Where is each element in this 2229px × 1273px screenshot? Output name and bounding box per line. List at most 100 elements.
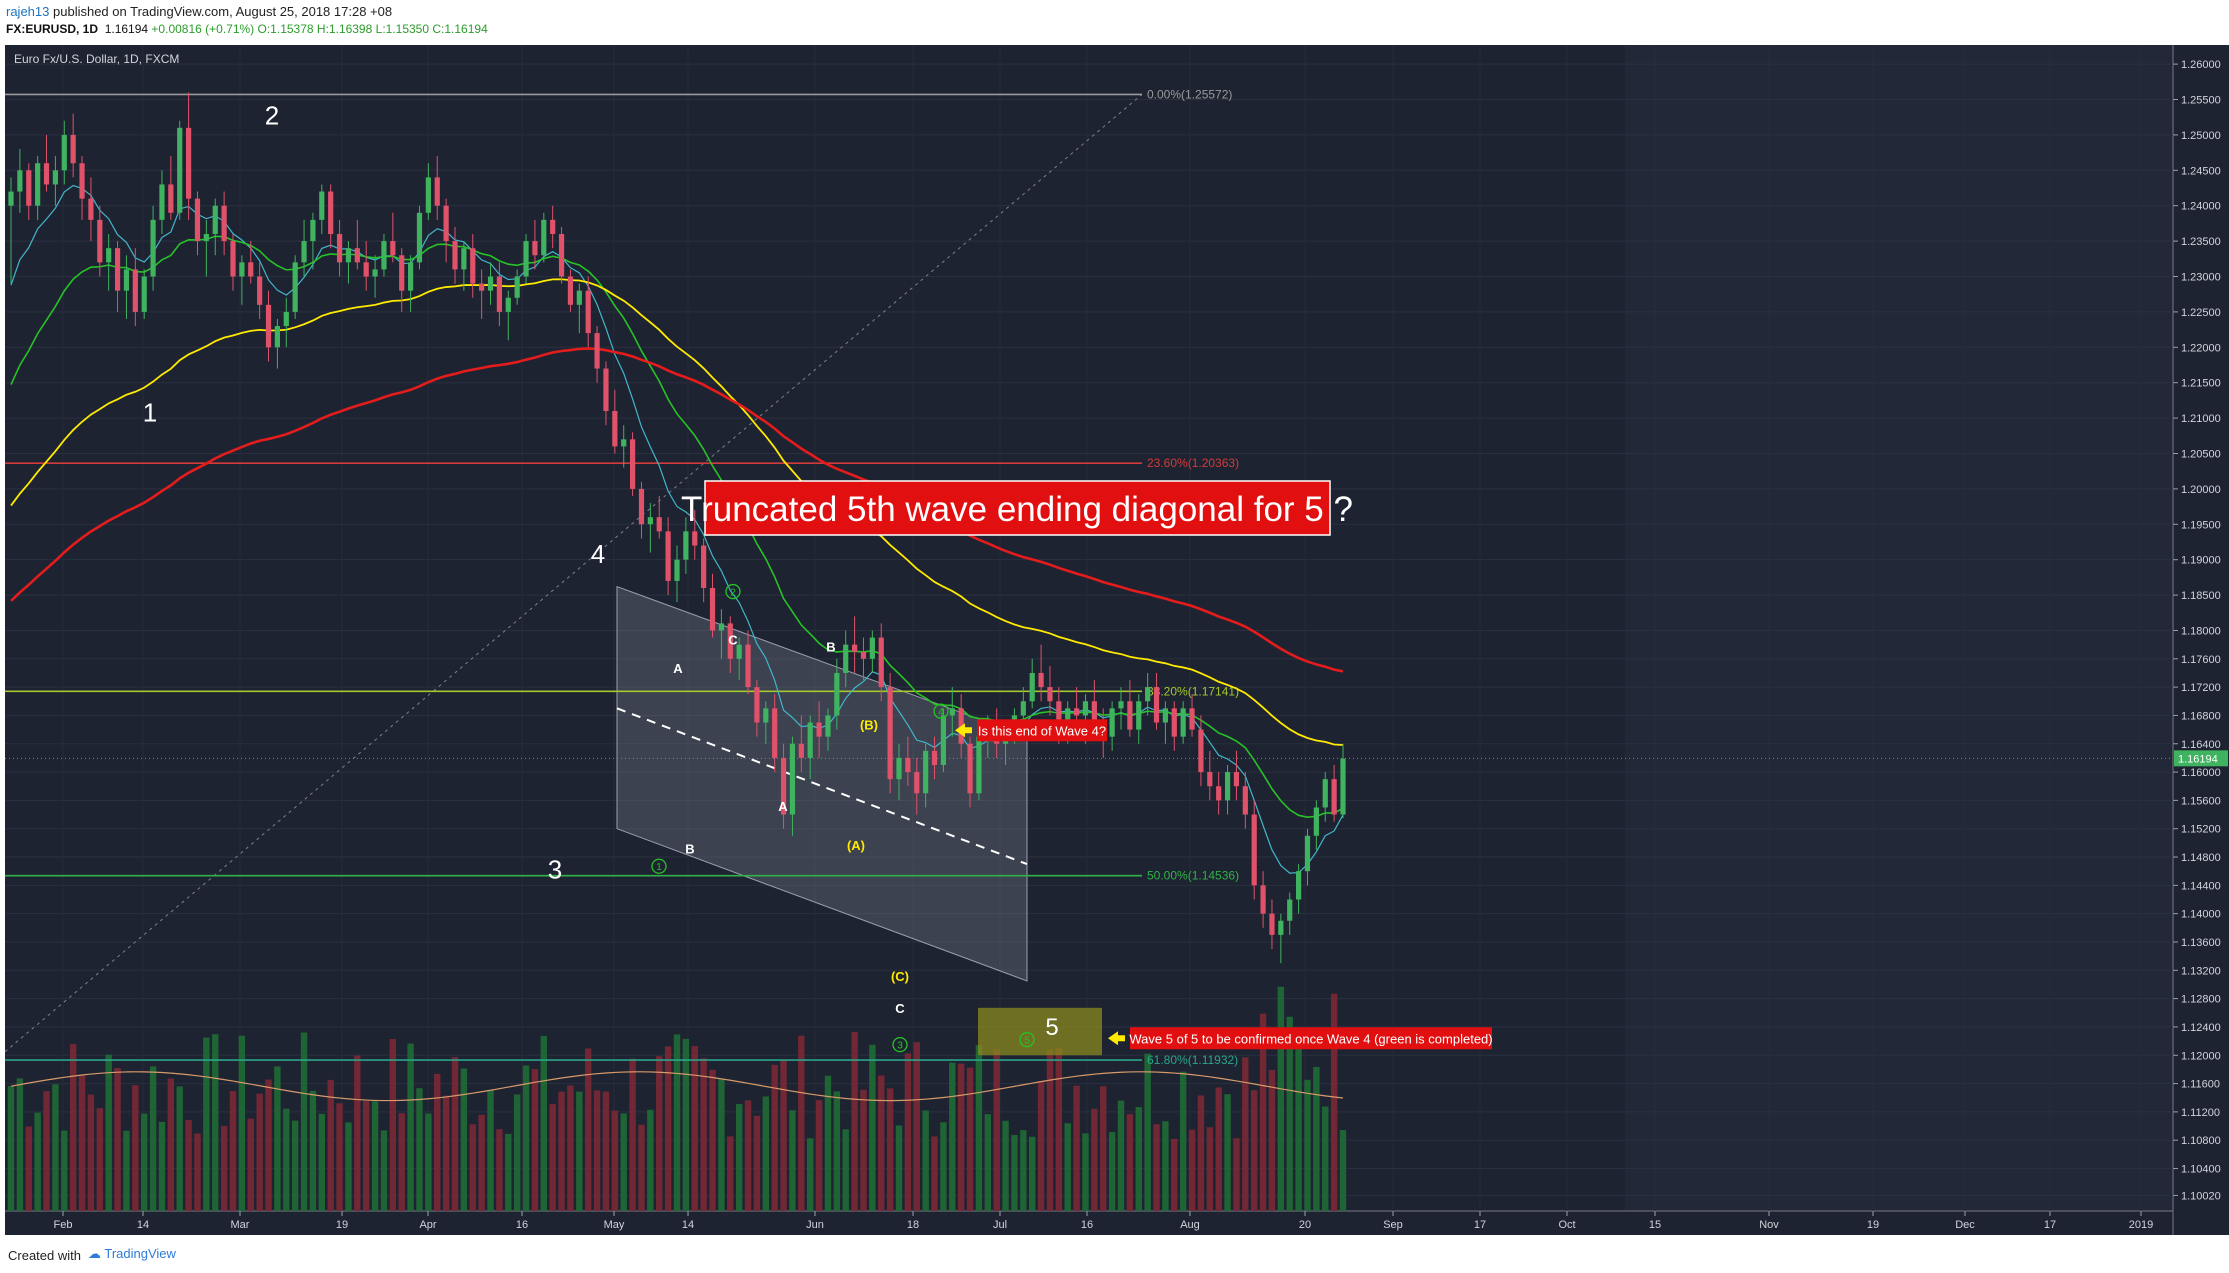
volume-bar — [469, 1124, 476, 1211]
candle — [1224, 764, 1231, 815]
candle-body — [52, 170, 58, 185]
candle — [461, 241, 467, 291]
candle-body — [1056, 701, 1062, 730]
candle — [434, 156, 440, 220]
candle — [345, 241, 352, 284]
candle-body — [887, 687, 893, 780]
volume-bar — [1055, 1047, 1063, 1211]
time-tick-label: 17 — [1474, 1219, 1486, 1231]
candle — [257, 262, 263, 319]
volume-bar — [1153, 1124, 1160, 1211]
candle — [612, 389, 618, 454]
last-price: 1.16194 — [104, 22, 149, 36]
candle — [1331, 764, 1337, 822]
candle — [408, 255, 414, 312]
volume-bar — [585, 1048, 592, 1211]
chart-panel[interactable]: 1.26000 1.25500 1.25000 1.24500 1.24000 1.235… — [4, 45, 2229, 1235]
time-tick-label: 16 — [1081, 1219, 1093, 1231]
price-tick-label: 1.23500 — [2181, 236, 2221, 248]
candle-body — [443, 205, 449, 242]
candle — [8, 177, 14, 284]
circled-wave-label: 1 — [656, 862, 662, 873]
candle — [949, 687, 955, 737]
chart-header: rajeh13 published on TradingView.com, Au… — [0, 0, 2229, 41]
volume-bar — [185, 1119, 192, 1211]
circled-wave-ring — [1019, 1032, 1035, 1048]
candle-body — [665, 531, 671, 581]
volume-bar — [1197, 1095, 1205, 1211]
candle — [718, 609, 724, 659]
ohlc-high: H:1.16398 — [316, 22, 373, 36]
volume-bar — [434, 1073, 441, 1211]
volume-bar — [842, 1129, 849, 1211]
candle — [532, 219, 538, 270]
time-tick-label: Apr — [419, 1219, 436, 1231]
circled-wave-ring — [933, 703, 949, 719]
candle-body — [514, 276, 520, 298]
candle — [940, 708, 946, 773]
candle — [754, 680, 760, 737]
candle-body — [585, 290, 591, 334]
candle — [1145, 672, 1151, 716]
tradingview-logo[interactable]: ☁ TradingView — [88, 1246, 176, 1262]
candle-body — [931, 750, 938, 765]
candle — [674, 545, 680, 603]
wave-label: 2 — [265, 100, 279, 130]
candle — [1127, 680, 1133, 737]
candle — [1313, 800, 1319, 850]
time-tick-label: 19 — [336, 1219, 348, 1231]
volume-bar — [1295, 1027, 1302, 1211]
volume-bar — [1277, 986, 1285, 1211]
volume-bar — [878, 1075, 885, 1211]
wave5-confirm-text: Wave 5 of 5 to be confirmed once Wave 4 … — [1129, 1031, 1492, 1046]
fib-level-label: 61.80%(1.11932) — [1147, 1053, 1238, 1067]
volume-bar — [824, 1075, 832, 1211]
candle — [1038, 644, 1044, 702]
candle — [132, 248, 138, 327]
volume-bar — [1259, 1013, 1267, 1211]
volume-bar — [1002, 1120, 1009, 1211]
candle-body — [567, 276, 574, 305]
candle — [638, 481, 645, 539]
wave4-question-text: Is this end of Wave 4? — [978, 723, 1106, 738]
candle-body — [230, 241, 236, 277]
time-tick-label: Feb — [54, 1219, 73, 1231]
volume-bar — [798, 1035, 805, 1211]
volume-bar — [629, 1058, 636, 1211]
candle-body — [1322, 779, 1328, 808]
volume-bar — [531, 1069, 539, 1211]
price-tick-label: 1.14400 — [2181, 880, 2221, 892]
time-tick-label: Sep — [1383, 1219, 1403, 1231]
wave-label: A — [673, 661, 683, 676]
candle — [61, 120, 67, 185]
candle — [1269, 899, 1275, 950]
price-chart[interactable]: 1.26000 1.25500 1.25000 1.24500 1.24000 1.235… — [4, 45, 2229, 1235]
time-tick-label: 14 — [682, 1219, 694, 1231]
candle — [772, 694, 778, 773]
candle-body — [106, 248, 112, 263]
volume-bar — [1322, 1106, 1329, 1211]
wave-label: 3 — [548, 854, 562, 884]
candle — [1296, 864, 1302, 914]
candle-body — [221, 205, 227, 242]
volume-bar — [691, 1046, 698, 1211]
candle-body — [656, 517, 662, 532]
candle-body — [1153, 687, 1160, 723]
candle-body — [381, 241, 387, 270]
candle-body — [709, 588, 716, 631]
candle-body — [452, 241, 458, 270]
volume-bar — [407, 1043, 414, 1211]
volume-bar — [1135, 1107, 1142, 1211]
candle-body — [1278, 920, 1284, 935]
volume-bar — [229, 1091, 237, 1211]
wave-label: 4 — [591, 539, 605, 569]
volume-bar — [87, 1094, 95, 1211]
price-grid: 1.26000 1.25500 1.25000 1.24500 1.24000 1.235… — [5, 59, 2221, 1202]
candle-body — [274, 326, 280, 348]
price-axis-background — [2173, 45, 2229, 1235]
price-tick-label: 1.25000 — [2181, 130, 2221, 142]
author-link[interactable]: rajeh13 — [6, 4, 50, 19]
volume-bar — [167, 1078, 175, 1211]
volume-bar — [425, 1113, 432, 1211]
candle — [852, 616, 858, 673]
